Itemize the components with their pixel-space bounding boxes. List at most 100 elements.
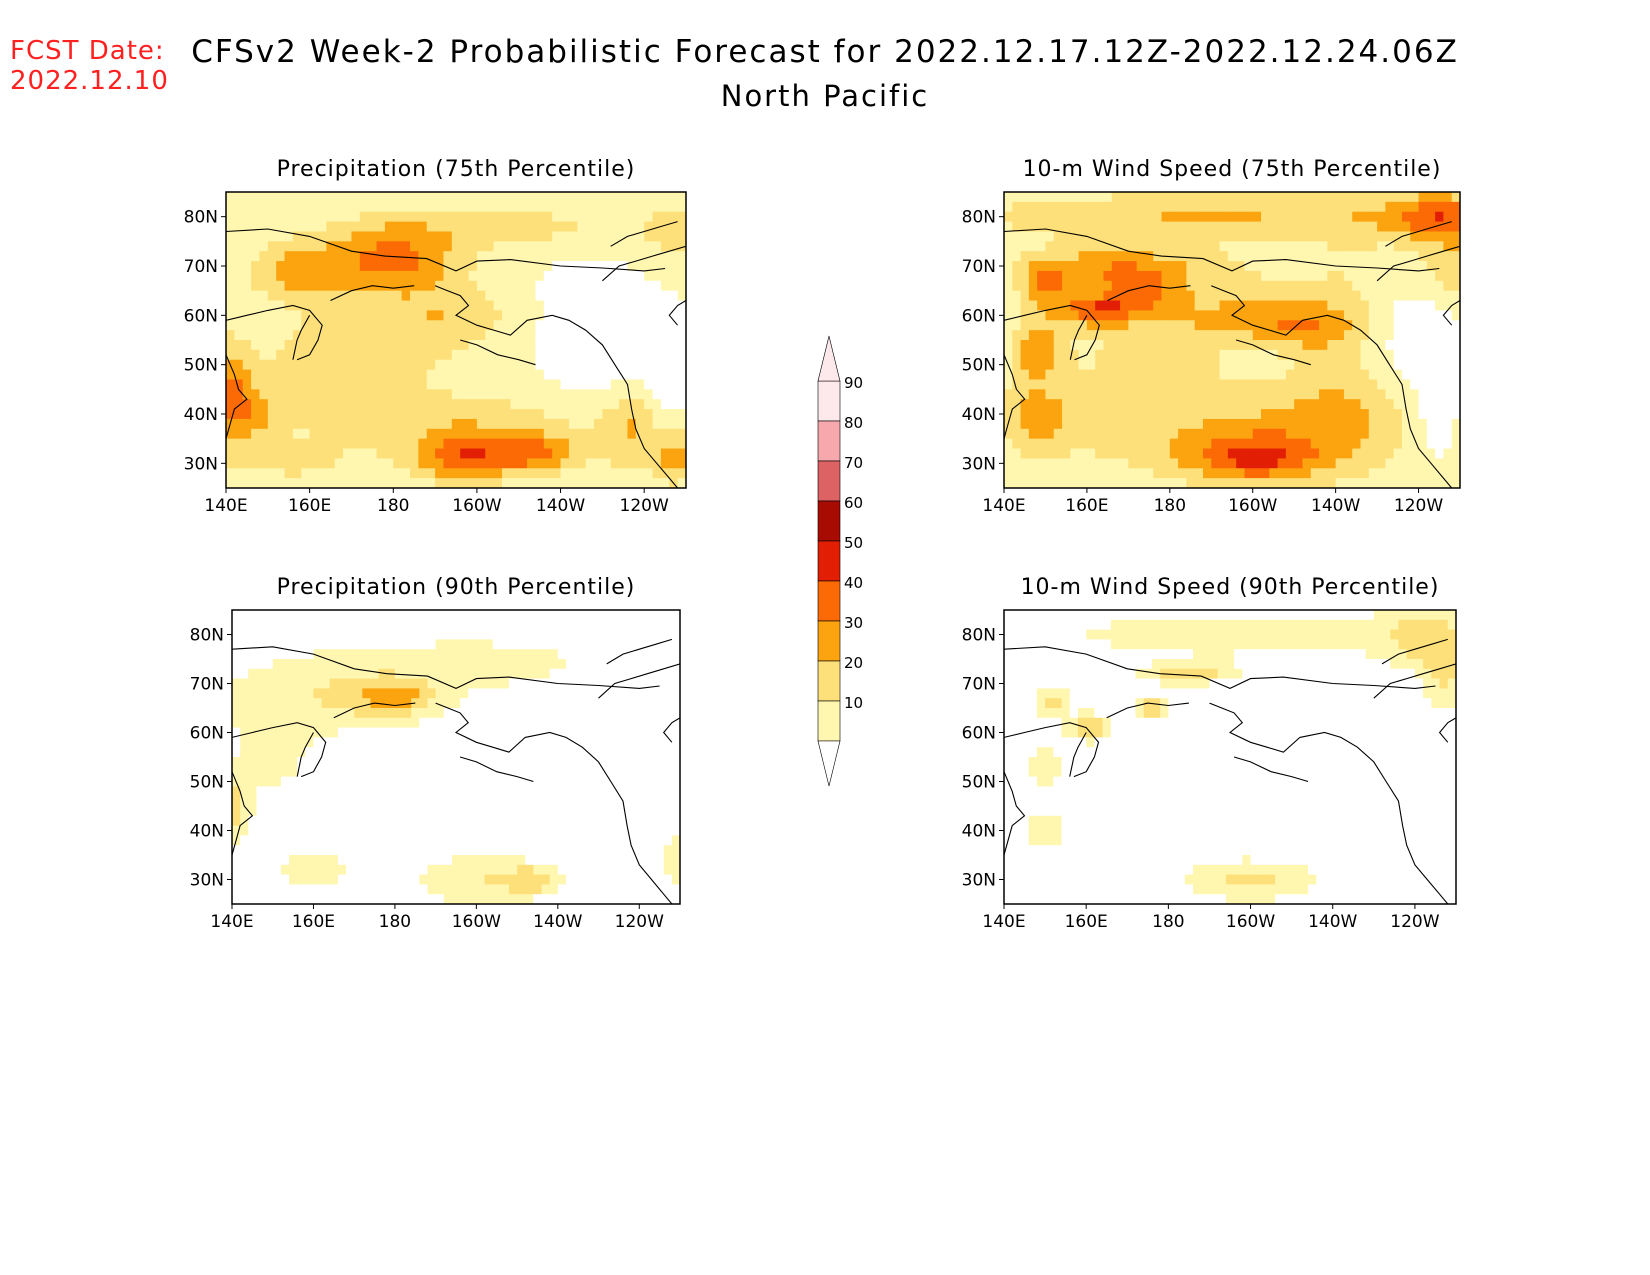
field-cell <box>610 418 620 430</box>
field-cell <box>1078 310 1088 321</box>
field-cell <box>370 727 380 738</box>
field-cell <box>1120 221 1129 233</box>
field-cell <box>552 251 562 262</box>
field-cell <box>419 815 429 827</box>
field-cell <box>1451 438 1460 450</box>
field-cell <box>1435 231 1445 242</box>
field-cell <box>468 349 478 361</box>
field-cell <box>1343 300 1353 311</box>
field-cell <box>1285 261 1295 272</box>
field-cell <box>240 757 249 768</box>
field-cell <box>451 290 461 302</box>
field-cell <box>301 280 311 292</box>
coastline <box>610 221 678 247</box>
field-cell <box>1211 330 1221 341</box>
field-cell <box>435 855 445 866</box>
field-cell <box>276 231 286 242</box>
field-cell <box>1012 389 1022 400</box>
lon-tick-label: 140W <box>1311 496 1360 516</box>
field-cell <box>614 629 624 640</box>
field-cell <box>557 688 567 699</box>
field-cell <box>663 835 673 846</box>
field-cell <box>1227 438 1237 450</box>
field-cell <box>1319 231 1328 242</box>
field-cell <box>1161 330 1171 341</box>
field-cell <box>321 806 331 817</box>
field-cell <box>552 211 562 223</box>
field-cell <box>234 340 244 351</box>
field-cell <box>1169 478 1179 488</box>
field-cell <box>565 629 575 640</box>
field-cell <box>297 874 306 885</box>
field-cell <box>1095 478 1105 488</box>
field-cell <box>259 310 269 321</box>
field-cell <box>276 349 286 361</box>
field-cell <box>492 629 502 640</box>
field-cell <box>242 448 252 459</box>
field-cell <box>419 845 429 856</box>
field-cell <box>251 211 261 223</box>
field-cell <box>1144 468 1154 479</box>
field-cell <box>525 806 534 817</box>
field-cell <box>619 438 629 450</box>
field-cell <box>1128 280 1138 292</box>
field-cell <box>1128 468 1138 479</box>
field-cell <box>411 708 420 719</box>
field-cell <box>502 448 511 459</box>
field-cell <box>329 776 339 787</box>
field-cell <box>614 639 624 650</box>
field-cell <box>329 806 339 817</box>
field-cell <box>1062 468 1071 479</box>
field-cell <box>267 300 277 311</box>
field-cell <box>346 649 355 660</box>
field-cell <box>451 320 461 331</box>
field-cell <box>660 349 670 361</box>
field-cell <box>493 379 503 390</box>
field-cell <box>394 776 404 787</box>
field-cell <box>1111 340 1121 351</box>
field-cell <box>1343 458 1353 469</box>
field-cell <box>1410 389 1420 400</box>
field-cell <box>242 241 252 252</box>
field-cell <box>1377 389 1386 400</box>
field-cell <box>635 409 645 420</box>
field-cell <box>1053 340 1063 351</box>
field-cell <box>1202 270 1212 282</box>
field-cell <box>574 688 583 699</box>
field-cell <box>541 806 551 817</box>
field-cell <box>1426 349 1436 361</box>
field-cell <box>1360 399 1370 410</box>
field-cell <box>1261 300 1270 311</box>
field-cell <box>460 629 469 640</box>
field-cell <box>1410 211 1420 223</box>
field-cell <box>1352 211 1362 223</box>
field-cell <box>574 668 583 680</box>
field-cell <box>1028 270 1038 282</box>
field-cell <box>476 727 486 738</box>
field-cell <box>292 409 302 420</box>
field-cell <box>518 261 528 272</box>
field-cell <box>451 201 461 213</box>
field-cell <box>419 776 429 787</box>
field-cell <box>1244 310 1254 321</box>
field-cell <box>419 786 429 797</box>
field-cell <box>460 894 469 904</box>
field-cell <box>1178 349 1187 361</box>
field-cell <box>644 270 654 282</box>
field-cell <box>321 855 331 866</box>
field-cell <box>552 478 562 488</box>
field-cell <box>1012 369 1022 381</box>
field-cell <box>418 428 428 440</box>
field-cell <box>1310 389 1320 400</box>
field-cell <box>677 251 686 262</box>
field-cell <box>677 290 686 302</box>
field-cell <box>1053 320 1063 331</box>
field-cell <box>1186 428 1196 440</box>
field-cell <box>289 864 298 876</box>
field-cell <box>639 766 649 778</box>
field-cell <box>574 776 583 787</box>
field-cell <box>1410 369 1420 381</box>
field-cell <box>565 727 575 738</box>
field-cell <box>517 776 526 787</box>
field-cell <box>403 610 412 621</box>
